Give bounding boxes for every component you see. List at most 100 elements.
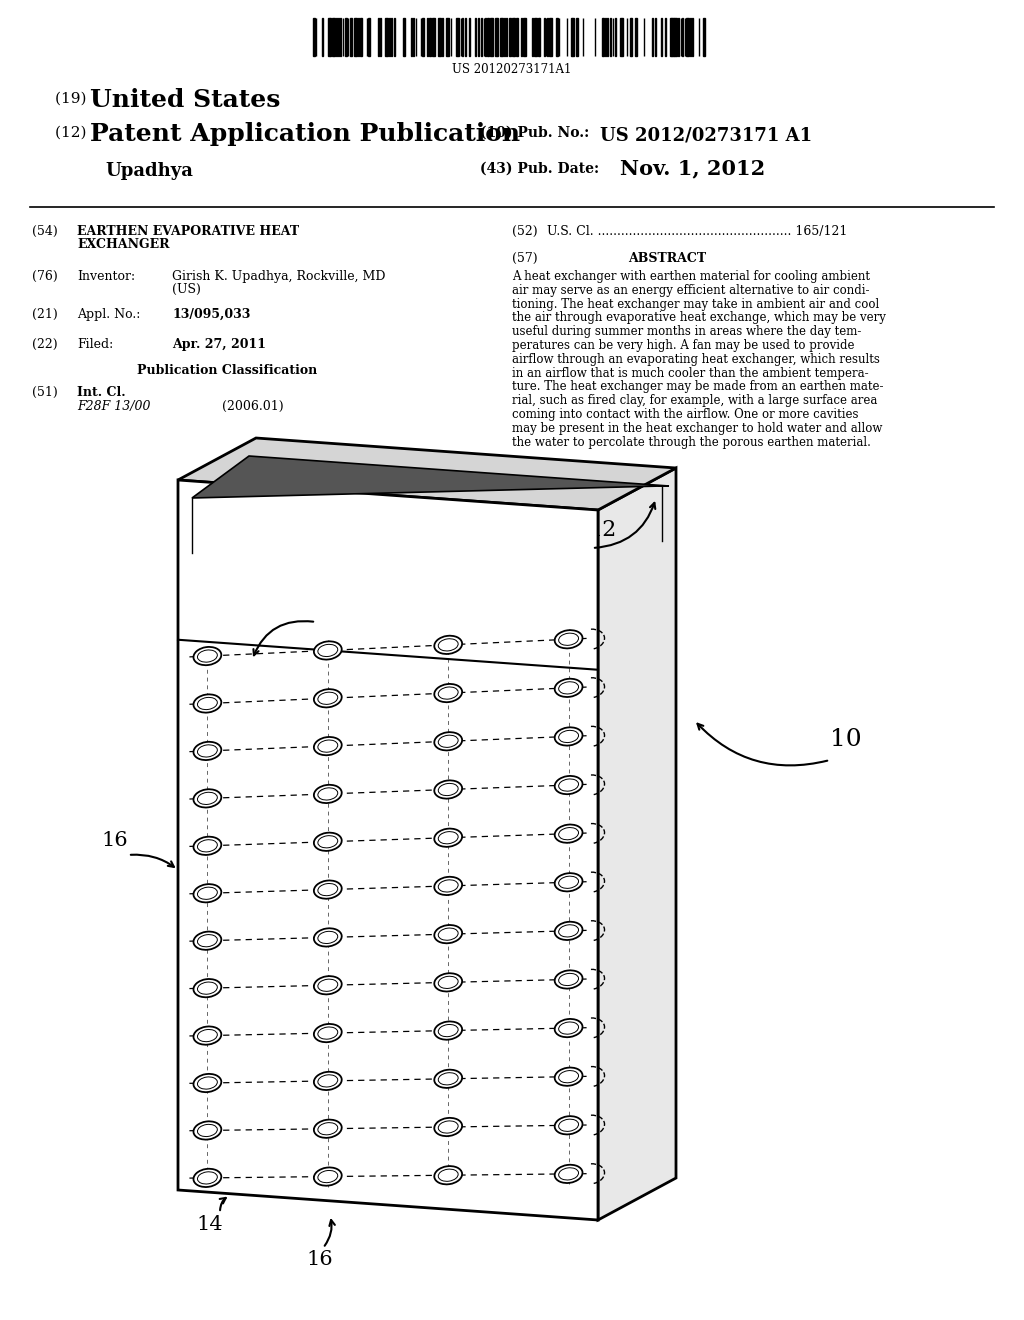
Text: air may serve as an energy efficient alternative to air condi-: air may serve as an energy efficient alt… [512,284,869,297]
Ellipse shape [559,634,579,645]
Ellipse shape [194,1121,221,1139]
Ellipse shape [194,742,221,760]
Ellipse shape [559,1168,579,1180]
Ellipse shape [559,1119,579,1131]
Bar [549,18,552,55]
Bar [686,18,688,55]
Ellipse shape [198,792,217,804]
Ellipse shape [434,780,462,799]
Ellipse shape [559,876,579,888]
Ellipse shape [317,836,338,847]
Ellipse shape [314,880,342,899]
Bar [575,18,579,55]
Ellipse shape [438,977,458,989]
Ellipse shape [198,982,217,994]
Bar [457,18,459,55]
Bar [665,18,666,55]
Ellipse shape [194,1074,221,1092]
Polygon shape [178,480,598,1220]
Ellipse shape [194,1168,221,1187]
Text: Inventor:: Inventor: [77,271,135,282]
Text: ABSTRACT: ABSTRACT [628,252,707,265]
Ellipse shape [438,735,458,747]
Ellipse shape [314,1024,342,1043]
Ellipse shape [317,741,338,752]
Bar [614,18,616,55]
Text: Nov. 1, 2012: Nov. 1, 2012 [620,158,765,178]
Text: (22): (22) [32,338,57,351]
Ellipse shape [317,932,338,944]
Text: may be present in the heat exchanger to hold water and allow: may be present in the heat exchanger to … [512,422,883,434]
Bar [389,18,390,55]
Text: United States: United States [90,88,281,112]
Ellipse shape [317,979,338,991]
Bar [336,18,337,55]
Ellipse shape [559,1071,579,1082]
Ellipse shape [317,644,338,656]
Bar [535,18,537,55]
Text: (2006.01): (2006.01) [222,400,284,413]
Ellipse shape [438,1170,458,1181]
Text: Apr. 27, 2011: Apr. 27, 2011 [172,338,266,351]
Bar [692,18,693,55]
Ellipse shape [434,1022,462,1040]
Text: EXCHANGER: EXCHANGER [77,238,170,251]
Text: Patent Application Publication: Patent Application Publication [90,121,520,147]
Ellipse shape [438,1121,458,1133]
Polygon shape [193,455,669,498]
Bar [672,18,674,55]
Ellipse shape [198,649,217,663]
Text: US 20120273171A1: US 20120273171A1 [453,63,571,77]
Bar [328,18,330,55]
Bar [322,18,324,55]
Ellipse shape [198,887,217,899]
Text: tioning. The heat exchanger may take in ambient air and cool: tioning. The heat exchanger may take in … [512,297,880,310]
Bar [313,18,314,55]
Bar [635,18,637,55]
Ellipse shape [555,1068,583,1086]
Ellipse shape [555,873,583,891]
Ellipse shape [434,1166,462,1184]
Ellipse shape [555,1019,583,1038]
Ellipse shape [434,973,462,991]
Bar [385,18,388,55]
Ellipse shape [555,678,583,697]
Bar [606,18,608,55]
Text: (US): (US) [172,282,201,296]
Ellipse shape [198,1172,217,1184]
Ellipse shape [559,730,579,743]
Ellipse shape [434,925,462,944]
Ellipse shape [198,840,217,851]
Ellipse shape [438,880,458,892]
Text: Upadhya: Upadhya [105,162,193,180]
Text: Publication Classification: Publication Classification [137,364,317,378]
Ellipse shape [559,681,579,694]
Ellipse shape [555,727,583,746]
Bar [429,18,431,55]
Bar [523,18,526,55]
Bar [510,18,511,55]
Text: (57): (57) [512,252,538,265]
Ellipse shape [559,925,579,937]
Text: 16: 16 [306,1250,334,1269]
Bar [354,18,356,55]
Ellipse shape [317,692,338,705]
Ellipse shape [314,1072,342,1090]
Ellipse shape [194,979,221,997]
Text: (12): (12) [55,125,91,140]
Text: peratures can be very high. A fan may be used to provide: peratures can be very high. A fan may be… [512,339,854,352]
Ellipse shape [559,779,579,791]
Ellipse shape [314,737,342,755]
Text: (43) Pub. Date:: (43) Pub. Date: [480,162,599,176]
Bar [500,18,503,55]
Ellipse shape [438,639,458,651]
Text: 12: 12 [588,519,616,541]
Ellipse shape [434,1069,462,1088]
Ellipse shape [317,1027,338,1039]
Ellipse shape [314,975,342,994]
Ellipse shape [194,647,221,665]
Bar [702,18,705,55]
Bar [350,18,352,55]
Bar [465,18,466,55]
Bar [660,18,663,55]
